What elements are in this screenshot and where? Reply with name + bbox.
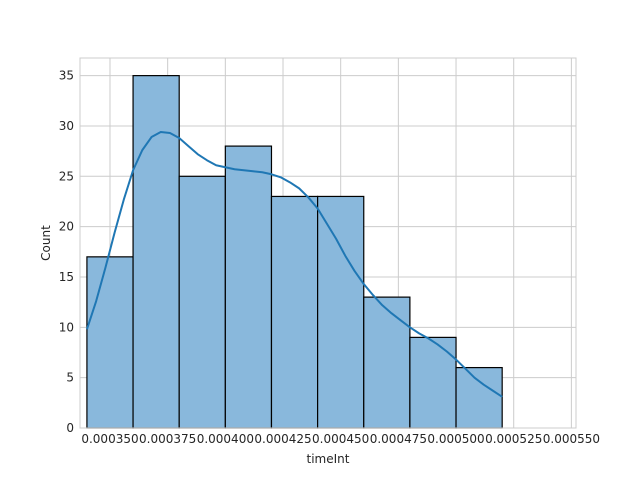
x-tick-label: 0.000400 — [197, 432, 254, 446]
histogram-bar-2 — [132, 75, 180, 429]
y-axis-ticks: 0 5 10 15 20 25 30 35 — [59, 69, 74, 435]
y-axis-label: Count — [39, 225, 53, 261]
y-tick-label: 30 — [59, 119, 74, 133]
histogram-bar-6 — [317, 195, 365, 429]
x-tick-label: 0.000375 — [139, 432, 196, 446]
y-tick-label: 15 — [59, 270, 74, 284]
histogram-bar-3 — [178, 175, 226, 429]
x-tick-label: 0.000475 — [370, 432, 427, 446]
x-tick-label: 0.000525 — [485, 432, 542, 446]
y-tick-label: 25 — [59, 169, 74, 183]
x-tick-label: 0.000500 — [427, 432, 484, 446]
y-tick-label: 20 — [59, 220, 74, 234]
kde-curve — [85, 131, 503, 398]
x-tick-label: 0.000350 — [81, 432, 138, 446]
x-axis-ticks: 0.000350 0.000375 0.000400 0.000425 0.000450… — [81, 432, 600, 446]
histogram-bar-1 — [86, 256, 134, 429]
plot-frame — [79, 57, 577, 429]
kde-curve-group — [85, 131, 503, 398]
histogram-bar-8 — [409, 336, 457, 429]
x-tick-label: 0.000550 — [543, 432, 600, 446]
x-tick-label: 0.000425 — [254, 432, 311, 446]
y-tick-label: 35 — [59, 69, 74, 83]
histogram-bar-7 — [363, 296, 411, 429]
y-tick-label: 10 — [59, 320, 74, 334]
x-tick-label: 0.000450 — [312, 432, 369, 446]
y-tick-label: 5 — [66, 371, 74, 385]
histogram-bars — [86, 75, 503, 429]
histogram-bar-5 — [270, 195, 319, 429]
x-axis-label: timeInt — [307, 452, 350, 466]
y-tick-label: 0 — [66, 421, 74, 435]
histogram-bar-9 — [455, 366, 503, 429]
histogram-bar-4 — [224, 145, 273, 429]
